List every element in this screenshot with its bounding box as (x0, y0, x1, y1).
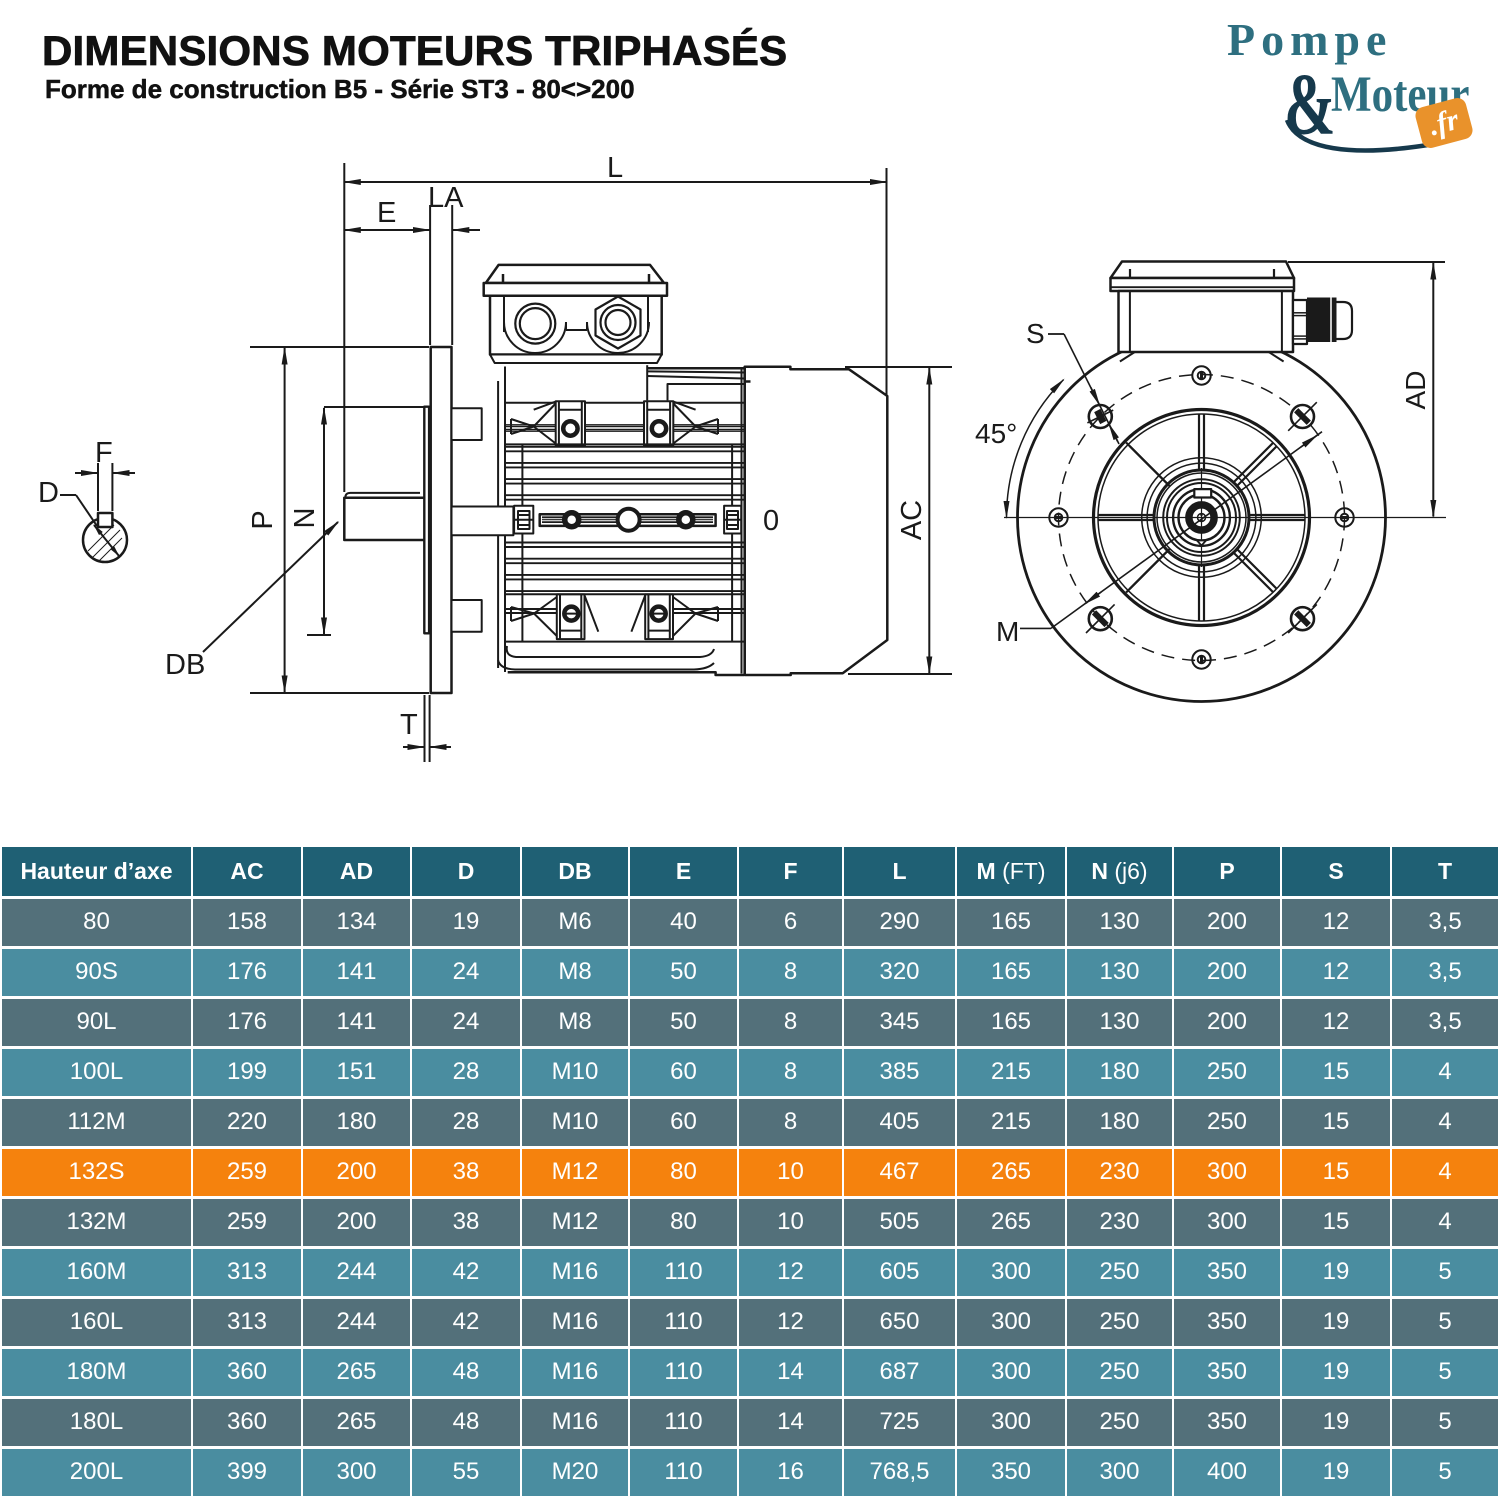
svg-text:M: M (996, 616, 1019, 647)
svg-text:S: S (1026, 318, 1045, 349)
svg-text:F: F (95, 437, 113, 469)
svg-text:N: N (289, 508, 321, 529)
svg-text:T: T (400, 709, 418, 741)
svg-text:AC: AC (896, 500, 928, 540)
svg-text:P: P (247, 510, 279, 529)
svg-text:LA: LA (428, 182, 464, 214)
svg-text:D: D (38, 477, 59, 509)
svg-text:DB: DB (165, 649, 205, 681)
svg-text:E: E (377, 197, 396, 229)
svg-text:L: L (607, 152, 623, 184)
svg-text:45°: 45° (975, 418, 1017, 449)
svg-text:0: 0 (763, 505, 779, 537)
svg-text:AD: AD (1400, 371, 1431, 410)
